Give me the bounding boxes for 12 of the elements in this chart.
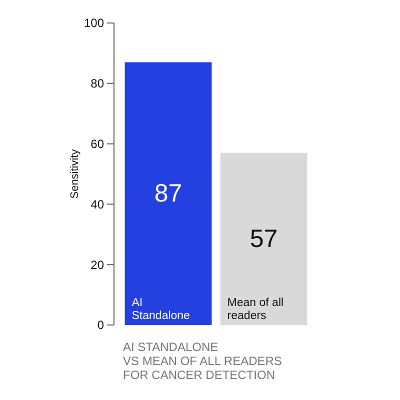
y-tick-label: 80	[90, 76, 104, 91]
y-tick-label: 40	[90, 197, 104, 212]
data-label: 57	[250, 224, 278, 253]
x-tick-label: AI Standalone	[132, 297, 190, 322]
x-tick-label: Mean of all readers	[227, 297, 284, 322]
y-tick-label: 20	[90, 258, 104, 272]
y-tick-label: 60	[90, 137, 104, 151]
y-tick-label: 100	[84, 16, 104, 30]
y-axis-title: Sensitivity	[69, 148, 81, 199]
data-label: 87	[154, 180, 182, 208]
text: AI STANDALONE VS MEAN OF ALL READERS FOR CANCER DETECTION	[123, 340, 282, 382]
y-tick-label: 0	[97, 318, 104, 332]
